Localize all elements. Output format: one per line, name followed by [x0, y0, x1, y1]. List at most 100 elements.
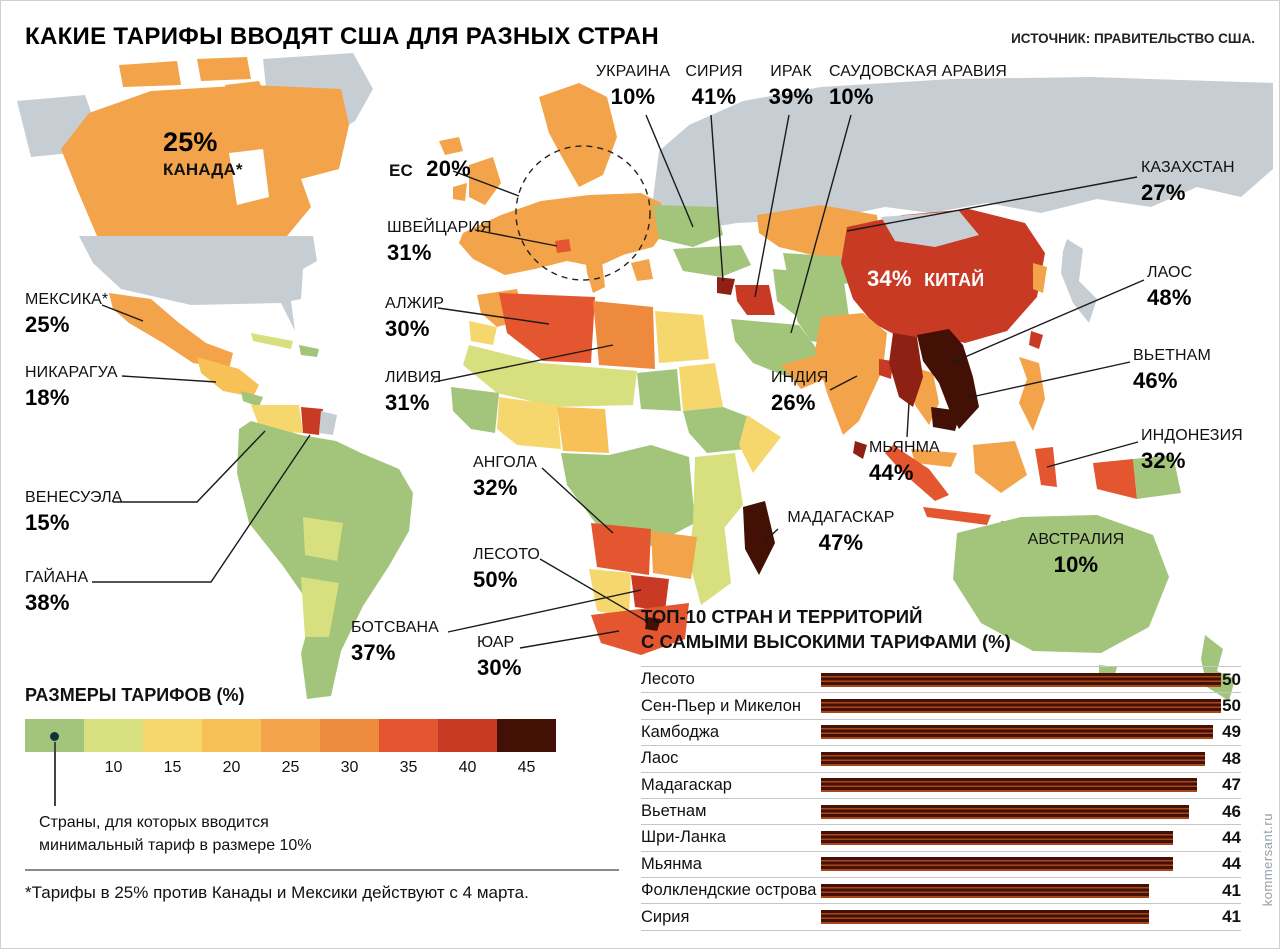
region-mexico — [109, 293, 233, 369]
top10-value: 47 — [1222, 775, 1241, 795]
country-label: ШВЕЙЦАРИЯ — [387, 219, 492, 236]
tariff-value: 15% — [25, 509, 70, 535]
region-madagascar — [743, 501, 775, 575]
leader-line — [113, 430, 266, 503]
region-libya — [593, 301, 655, 369]
tariff-value: 39% — [768, 83, 814, 109]
leader-line — [452, 170, 520, 197]
region-java — [923, 507, 991, 525]
callout-botswana: БОТСВАНА 37% — [351, 619, 439, 666]
country-label: МЕКСИКА* — [25, 291, 109, 308]
legend-ticks: 10 15 20 25 30 35 40 45 — [25, 759, 556, 777]
top10-bar-track — [821, 751, 1241, 766]
region-cuba — [251, 333, 293, 349]
legend-tick: 35 — [399, 759, 418, 776]
region-korea — [1033, 263, 1047, 293]
region-china — [841, 209, 1045, 343]
leader-line — [829, 375, 858, 391]
region-usa — [79, 236, 317, 331]
tariff-value: 44% — [869, 459, 914, 485]
region-borneo — [973, 441, 1027, 493]
top10-bar-track — [821, 883, 1241, 898]
region-japan — [1061, 239, 1097, 323]
country-label: КИТАЙ — [924, 270, 985, 290]
region-lesotho — [645, 617, 661, 631]
page-title: КАКИЕ ТАРИФЫ ВВОДЯТ США ДЛЯ РАЗНЫХ СТРАН — [25, 23, 660, 50]
leader-line — [474, 229, 558, 247]
region-botswana — [631, 575, 669, 611]
country-label: ЛАОС — [1147, 264, 1193, 281]
top10-bar-track — [821, 804, 1241, 819]
leader-line — [447, 589, 642, 633]
country-label: ИНДИЯ — [771, 369, 829, 386]
region-myanmar — [889, 333, 923, 407]
region-zambia-zimbabwe — [651, 531, 697, 579]
top10-bar-track — [821, 672, 1241, 687]
country-label: КАНАДА* — [163, 160, 243, 180]
region-india — [815, 313, 887, 435]
region-philippines — [1019, 357, 1045, 431]
top10-title: ТОП-10 СТРАН И ТЕРРИТОРИЙ С САМЫМИ ВЫСОК… — [641, 605, 1241, 655]
country-label: АЛЖИР — [385, 295, 444, 312]
leader-line — [846, 176, 1138, 232]
top10-country-label: Фолклендские острова — [641, 881, 817, 900]
region-angola — [591, 523, 651, 575]
region-new-guinea-east — [1133, 455, 1181, 499]
top10-country-label: Лаос — [641, 749, 679, 768]
top10-rows: Лесото 50 Сен-Пьер и Микелон 50 Камбоджа… — [641, 665, 1241, 931]
leader-line — [541, 467, 614, 534]
callout-angola: АНГОЛА 32% — [473, 454, 537, 501]
region-congo-basin — [561, 445, 695, 547]
country-label: СИРИЯ — [685, 63, 743, 80]
region-russia — [653, 77, 1273, 229]
top10-title-line2: С САМЫМИ ВЫСОКИМИ ТАРИФАМИ (%) — [641, 630, 1011, 652]
region-chad — [637, 369, 681, 411]
top10-row: Лаос 48 — [641, 746, 1241, 773]
callout-guyana: ГАЙАНА 38% — [25, 569, 88, 616]
top10-bar — [821, 883, 1149, 898]
leader-line — [92, 434, 311, 583]
top10-row: Шри-Ланка 44 — [641, 825, 1241, 852]
tariff-value: 34% — [867, 266, 912, 291]
top10-country-label: Шри-Ланка — [641, 828, 726, 847]
country-label: МАДАГАСКАР — [787, 509, 895, 526]
eu-dashed-circle — [515, 145, 651, 281]
country-label: ИНДОНЕЗИЯ — [1141, 427, 1243, 444]
leader-line — [539, 558, 649, 623]
top10-country-label: Мадагаскар — [641, 775, 732, 794]
legend-tick: 25 — [281, 759, 300, 776]
top10-title-line1: ТОП-10 СТРАН И ТЕРРИТОРИЙ — [641, 606, 923, 627]
tariff-value: 32% — [1141, 447, 1186, 473]
country-label: ЛИВИЯ — [385, 369, 442, 386]
watermark: kommersant.ru — [1260, 812, 1275, 906]
tariff-value: 48% — [1147, 284, 1192, 310]
legend-note-line1: Страны, для которых вводится — [39, 814, 269, 831]
top10-row: Лесото 50 — [641, 667, 1241, 694]
legend-swatch — [143, 719, 202, 752]
tariff-value: 27% — [1141, 179, 1186, 205]
country-label: КАЗАХСТАН — [1141, 159, 1235, 176]
region-south-africa — [591, 603, 689, 655]
region-sudan — [679, 363, 723, 411]
legend-tick: 15 — [163, 759, 182, 776]
legend-title: РАЗМЕРЫ ТАРИФОВ (%) — [25, 685, 245, 705]
callout-india: ИНДИЯ 26% — [771, 369, 828, 416]
callout-nicaragua: НИКАРАГУА 18% — [25, 364, 118, 411]
leader-line — [906, 402, 910, 438]
map-regions — [17, 53, 1273, 701]
region-namibia — [589, 569, 631, 617]
callout-mexico: МЕКСИКА* 25% — [25, 291, 108, 338]
callout-canada: 25% КАНАДА* — [163, 127, 243, 179]
region-guyana — [301, 407, 323, 435]
leader-line — [433, 344, 614, 383]
callout-saudi-arabia: САУДОВСКАЯ АРАВИЯ 10% — [829, 63, 1007, 110]
legend-note: Страны, для которых вводится минимальный… — [39, 811, 312, 857]
top10-value: 46 — [1222, 801, 1241, 821]
top10-country-label: Мьянма — [641, 854, 702, 873]
legend-swatch — [438, 719, 497, 752]
tariff-value: 20% — [426, 156, 471, 181]
region-ireland — [453, 183, 467, 201]
region-algeria — [499, 293, 595, 363]
leader-line — [710, 114, 724, 282]
